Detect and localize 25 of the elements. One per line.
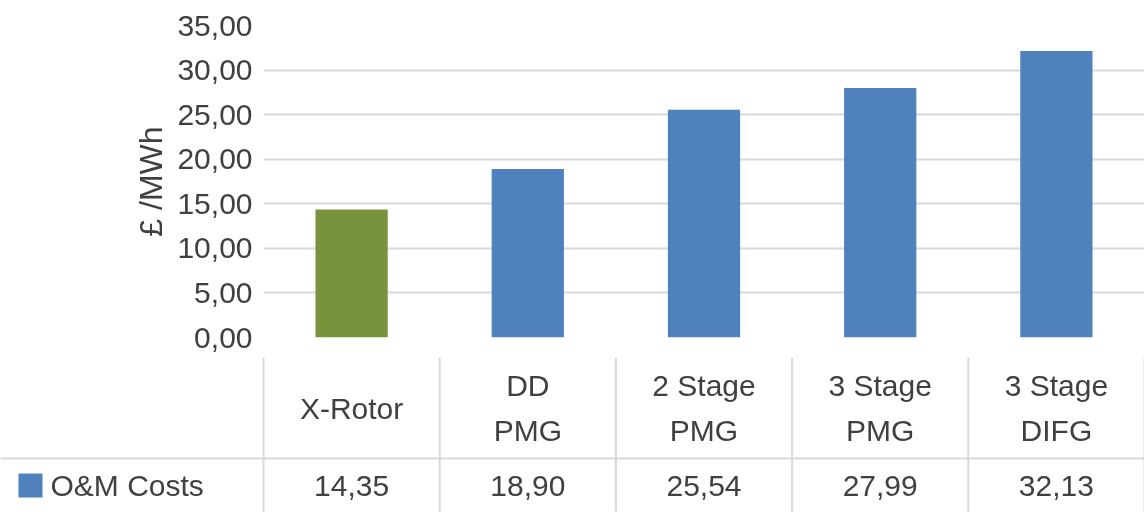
data-label: 32,13 bbox=[1018, 468, 1094, 502]
y-tick-label: 10,00 bbox=[177, 231, 253, 265]
y-tick-label: 20,00 bbox=[177, 142, 253, 176]
y-tick-label: 0,00 bbox=[194, 320, 253, 354]
y-tick-label: 5,00 bbox=[194, 275, 253, 309]
bar bbox=[315, 209, 388, 338]
y-axis-title: £ /MWh bbox=[133, 126, 170, 237]
x-tick-label: DD PMG bbox=[493, 369, 562, 447]
bar bbox=[1020, 51, 1093, 338]
x-tick-label: 3 Stage PMG bbox=[828, 369, 932, 447]
y-tick-label: 30,00 bbox=[177, 53, 253, 87]
y-tick-label: 15,00 bbox=[177, 186, 253, 220]
x-tick-label: 3 Stage DIFG bbox=[1004, 369, 1109, 447]
data-label: 14,35 bbox=[314, 468, 390, 502]
x-tick-label: X-Rotor bbox=[299, 391, 404, 425]
data-label: 27,99 bbox=[842, 468, 918, 502]
bar bbox=[844, 87, 917, 338]
y-tick-label: 25,00 bbox=[177, 97, 253, 131]
legend-label: O&M Costs bbox=[50, 469, 204, 502]
x-tick-label: 2 Stage PMG bbox=[652, 369, 756, 447]
y-tick-label: 35,00 bbox=[177, 8, 253, 42]
bar bbox=[667, 109, 741, 338]
data-label: 25,54 bbox=[666, 468, 742, 502]
bar bbox=[491, 169, 564, 338]
data-label: 18,90 bbox=[490, 468, 566, 502]
